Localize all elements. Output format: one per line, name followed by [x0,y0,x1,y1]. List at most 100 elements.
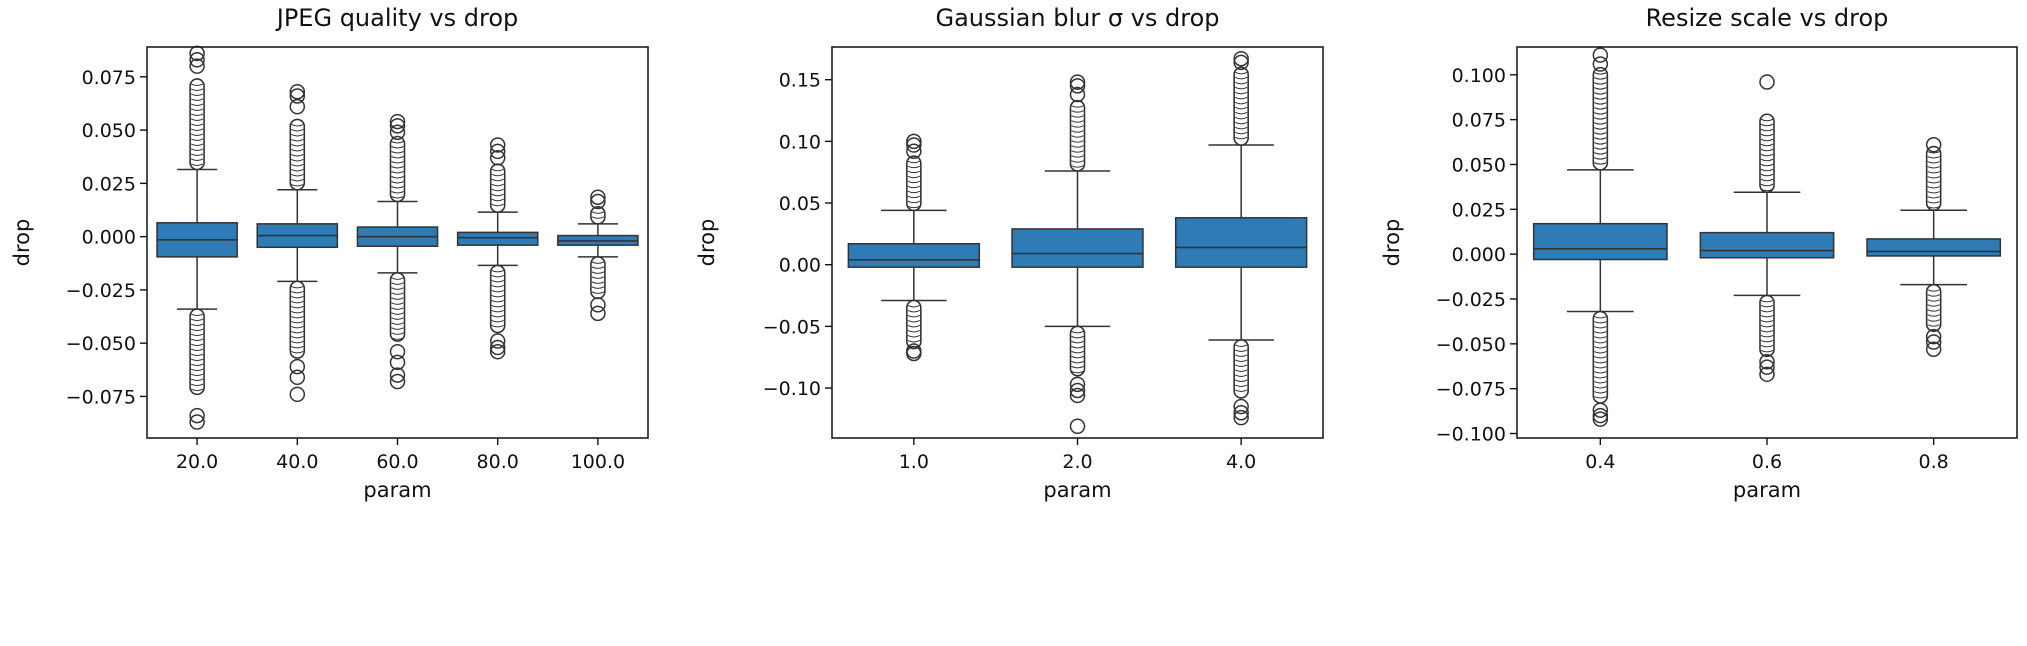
outlier-point [389,113,406,130]
outlier-texture [291,148,304,152]
outlier-texture [907,315,921,318]
outlier-point [1069,376,1086,393]
panel-title: Resize scale vs drop [1646,4,1889,32]
outlier-texture [907,195,921,199]
y-tick-label: 0.075 [82,67,136,89]
outlier-texture [491,279,504,283]
outlier-texture [291,158,304,162]
x-tick-label: 80.0 [477,451,519,473]
box-iqr [1699,231,1835,259]
outlier-texture [391,312,404,315]
outlier-texture [1594,376,1607,379]
outlier-texture [1071,335,1084,339]
y-axis-label: drop [695,219,719,267]
y-tick-label: −0.075 [1436,379,1506,401]
outlier-texture [1071,130,1084,133]
outlier-texture [291,168,304,172]
y-tick-label: 0.05 [779,193,821,215]
outlier-texture [1594,82,1607,85]
outlier-texture [491,304,504,308]
outlier-texture [1927,181,1940,184]
outlier-texture [291,340,304,344]
outlier-texture [1594,346,1607,349]
outlier-texture [1927,156,1940,159]
outlier-texture [391,322,404,325]
upper-outlier-band [189,78,205,171]
plot-marks: −0.075 −0.050 −0.025 0.000 0.025 0.050 0.075 20… [66,45,639,473]
outlier-texture [907,190,921,194]
outlier-texture [491,203,504,207]
panel-jpeg-quality: JPEG quality vs drop param drop −0.075−0… [10,4,649,502]
outlier-texture [291,330,304,334]
upper-outlier-band [590,206,606,225]
outlier-texture [1594,331,1607,334]
outlier-texture [391,186,404,189]
outlier-texture [1927,151,1940,154]
y-tick-label: 0.000 [1452,244,1506,266]
outlier-point [389,124,406,140]
outlier-texture [1594,316,1607,319]
outlier-texture [1594,102,1607,105]
outlier-texture [391,327,404,330]
box-iqr [1011,228,1144,268]
outlier-texture [291,285,304,289]
outlier-texture [190,128,204,131]
lower-outlier-band [1925,283,1942,333]
outlier-texture [1927,294,1940,297]
outlier-texture [391,161,404,164]
outlier-point [1069,387,1086,404]
outlier-texture [591,271,605,274]
outlier-texture [1071,150,1084,153]
y-tick-label: 0.025 [82,173,136,195]
x-tick-label: 2.0 [1062,451,1092,473]
outlier-texture [190,323,204,327]
outlier-point [389,354,406,371]
outlier-point [389,118,406,134]
outlier-point [1759,366,1775,383]
outlier-texture [391,196,404,199]
outlier-point [1069,86,1086,103]
upper-outlier-band [1759,113,1775,194]
box-iqr [1174,217,1308,268]
outlier-texture [1594,326,1607,329]
outlier-point [1925,341,1942,357]
outlier-texture [190,103,204,106]
outlier-texture [291,138,304,142]
outlier-texture [190,378,204,382]
outlier-point [189,52,205,68]
outlier-texture [1760,133,1774,137]
outlier-texture [491,299,504,303]
outlier-texture [1760,128,1774,132]
outlier-texture [391,277,404,280]
outlier-texture [1760,178,1774,182]
outlier-texture [1234,121,1248,125]
plot-marks: −0.100 −0.075 −0.050 −0.025 0.000 0.025 0.050 0… [1436,47,2002,473]
y-axis-label: drop [10,219,34,267]
outlier-texture [190,368,204,372]
outlier-texture [291,290,304,294]
outlier-texture [1760,168,1774,172]
y-tick-label: 0.075 [1452,110,1506,132]
outlier-point [289,83,306,100]
outlier-point [489,143,506,160]
outlier-texture [907,310,921,313]
outlier-point [1233,404,1249,421]
outlier-texture [190,158,204,161]
panel-title: JPEG quality vs drop [275,4,519,32]
outlier-texture [291,173,304,177]
outlier-texture [1234,96,1248,100]
outlier-point [590,193,606,210]
outlier-texture [291,325,304,329]
outlier-texture [1927,289,1940,292]
outlier-texture [1594,396,1607,399]
outlier-point [489,343,506,360]
outlier-texture [1234,359,1248,362]
outlier-texture [1760,183,1774,187]
outlier-texture [1071,110,1084,113]
outlier-texture [1071,115,1084,118]
outlier-texture [391,292,404,295]
outlier-point [289,386,306,403]
outlier-texture [1234,384,1248,387]
outlier-texture [1594,157,1607,160]
